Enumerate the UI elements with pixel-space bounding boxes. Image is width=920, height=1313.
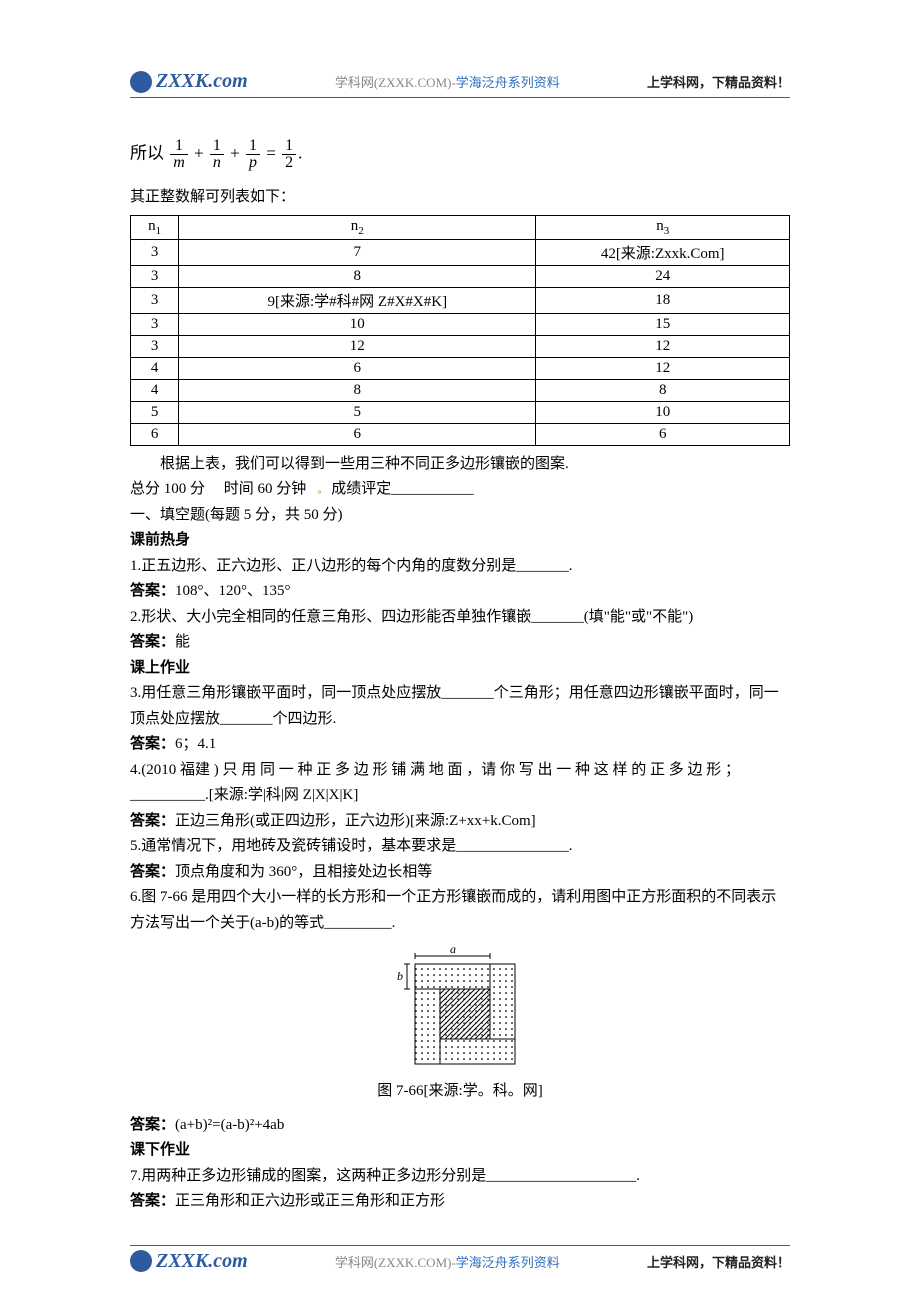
question-1: 1.正五边形、正六边形、正八边形的每个内角的度数分别是_______.	[130, 554, 790, 580]
table-row: 31015	[131, 313, 790, 335]
after-table: 根据上表，我们可以得到一些用三种不同正多边形镶嵌的图案.	[130, 452, 790, 478]
fig-a-label: a	[450, 944, 456, 956]
logo-text: ZXXK.com	[156, 70, 248, 93]
header-subtitle: 学科网(ZXXK.COM)-学海泛舟系列资料	[335, 72, 560, 91]
dot-icon: 。	[318, 485, 328, 496]
table-row: 39[来源:学#科#网 Z#X#X#K]18	[131, 287, 790, 313]
answer-4: 答案：正边三角形(或正四边形，正六边形)[来源:Z+xx+k.Com]	[130, 809, 790, 835]
question-7: 7.用两种正多边形铺成的图案，这两种正多边形分别是_______________…	[130, 1164, 790, 1190]
th-n1: n1	[131, 215, 179, 239]
footer-logo-icon	[130, 1250, 152, 1272]
table-row: 5510	[131, 401, 790, 423]
question-3: 3.用任意三角形镶嵌平面时，同一顶点处应摆放_______个三角形；用任意四边形…	[130, 681, 790, 732]
question-4a: 4.(2010 福建 ) 只 用 同 一 种 正 多 边 形 铺 满 地 面 ，…	[130, 758, 790, 784]
table-header-row: n1 n2 n3	[131, 215, 790, 239]
table-row: 3742[来源:Zxxk.Com]	[131, 239, 790, 265]
header-slogan: 上学科网，下精品资料！	[647, 72, 790, 91]
header-mid-black: 学科网(ZXXK.COM)-	[335, 75, 456, 90]
footer-slogan: 上学科网，下精品资料！	[647, 1252, 790, 1271]
logo-icon	[130, 71, 152, 93]
score-line: 总分 100 分 时间 60 分钟 。 成绩评定___________	[130, 477, 790, 503]
answer-5: 答案：顶点角度和为 360°，且相接处边长相等	[130, 860, 790, 886]
table-row: 3824	[131, 265, 790, 287]
answer-3: 答案：6；4.1	[130, 732, 790, 758]
question-5: 5.通常情况下，用地砖及瓷砖铺设时，基本要求是_______________.	[130, 834, 790, 860]
table-row: 4612	[131, 357, 790, 379]
question-2: 2.形状、大小完全相同的任意三角形、四边形能否单独作镶嵌_______(填"能"…	[130, 605, 790, 631]
answer-7: 答案：正三角形和正六边形或正三角形和正方形	[130, 1189, 790, 1215]
inclass-heading: 课上作业	[130, 656, 790, 682]
answer-6: 答案：(a+b)²=(a-b)²+4ab	[130, 1113, 790, 1139]
table-intro: 其正整数解可列表如下：	[130, 185, 790, 211]
logo: ZXXK.com	[130, 70, 248, 93]
preclass-heading: 课前热身	[130, 528, 790, 554]
table-row: 31212	[131, 335, 790, 357]
answer-1: 答案：108°、120°、135°	[130, 579, 790, 605]
table-row: 488	[131, 379, 790, 401]
question-6: 6.图 7-66 是用四个大小一样的长方形和一个正方形镶嵌而成的，请利用图中正方…	[130, 885, 790, 936]
th-n3: n3	[536, 215, 790, 239]
question-4b: __________.[来源:学|科|网 Z|X|X|K]	[130, 783, 790, 809]
postclass-heading: 课下作业	[130, 1138, 790, 1164]
figure-7-66: a b 图 7-66[来源:学。科。网]	[130, 944, 790, 1105]
page-header: ZXXK.com 学科网(ZXXK.COM)-学海泛舟系列资料 上学科网，下精品…	[130, 70, 790, 98]
fig-b-label: b	[397, 969, 403, 983]
page-footer: ZXXK.com 学科网(ZXXK.COM)-学海泛舟系列资料 上学科网，下精品…	[130, 1245, 790, 1273]
th-n2: n2	[179, 215, 536, 239]
footer-logo: ZXXK.com	[130, 1250, 248, 1273]
footer-subtitle: 学科网(ZXXK.COM)-学海泛舟系列资料	[335, 1252, 560, 1271]
formula: 所以 1m + 1n + 1p = 12.	[130, 138, 790, 171]
answer-2: 答案：能	[130, 630, 790, 656]
figure-svg: a b	[385, 944, 535, 1074]
table-row: 666	[131, 423, 790, 445]
figure-caption: 图 7-66[来源:学。科。网]	[130, 1079, 790, 1105]
section-1-title: 一、填空题(每题 5 分，共 50 分)	[130, 503, 790, 529]
solutions-table: n1 n2 n3 3742[来源:Zxxk.Com] 3824 39[来源:学#…	[130, 215, 790, 446]
footer-logo-text: ZXXK.com	[156, 1250, 248, 1273]
header-mid-blue: 学海泛舟系列资料	[456, 75, 560, 90]
formula-prefix: 所以	[130, 143, 164, 162]
